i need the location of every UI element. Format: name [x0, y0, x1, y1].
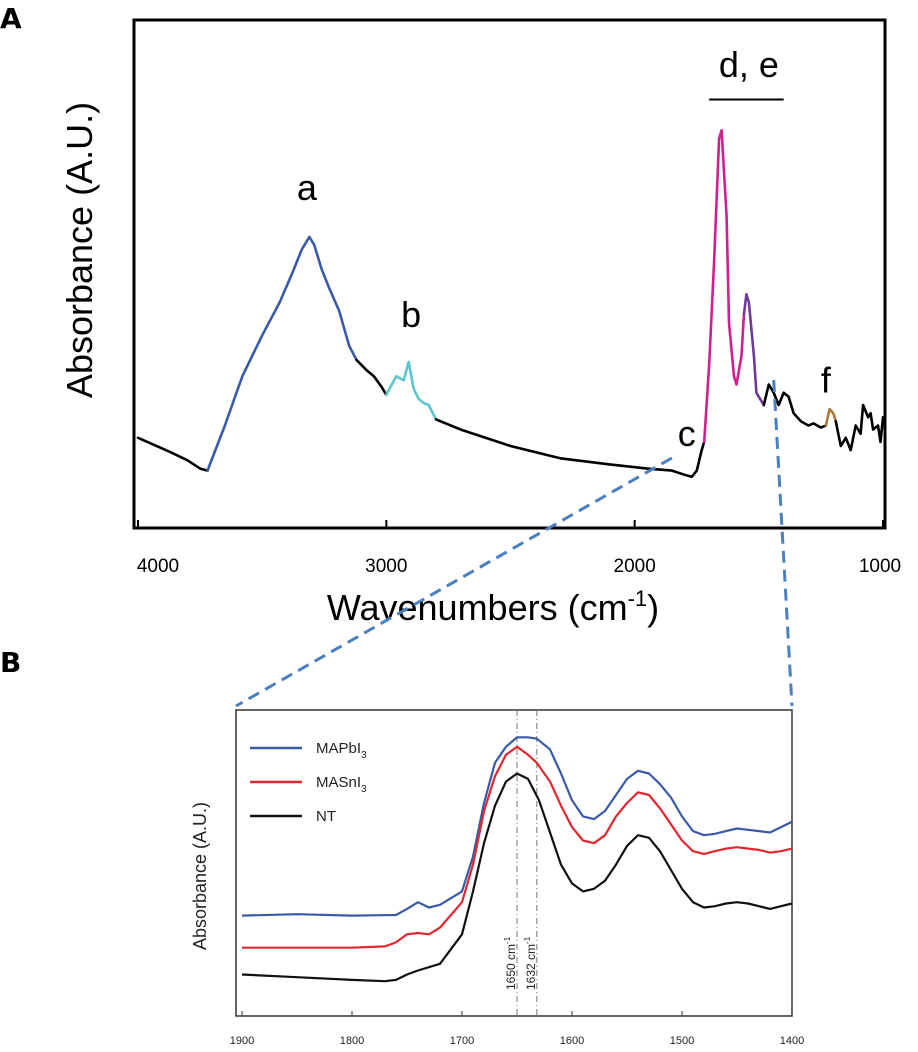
chart-a-peak-labels: a b c d, e f [297, 44, 832, 454]
chart-b-tick-label: 1900 [230, 1035, 254, 1047]
chart-b-reference-label: 1650 cm-1 [503, 936, 518, 990]
chart-b-legend-entry: MAPbI3 [316, 740, 367, 761]
chart-a-segment [434, 418, 706, 479]
chart-b-tick-label: 1600 [560, 1035, 584, 1047]
chart-a-peak-label: f [821, 360, 832, 401]
chart-b: 1650 cm-1 1632 cm-1 MAPbI3 MASnI3 NT 1900 18… [190, 709, 804, 1047]
panel-label-a: A [0, 2, 22, 35]
zoom-connectors [235, 379, 794, 708]
chart-a-segment [834, 403, 885, 452]
chart-b-x-ticks: 1900 1800 1700 1600 1500 1400 [230, 1011, 804, 1047]
chart-a-peak-label: b [401, 294, 421, 335]
chart-a-spectrum [136, 129, 885, 479]
chart-a-peak-label: a [297, 167, 318, 208]
chart-b-series-line [241, 772, 793, 983]
chart-b-tick-label: 1700 [450, 1035, 474, 1047]
chart-b-series [241, 736, 793, 983]
chart-b-tick-label: 1500 [670, 1035, 694, 1047]
chart-a-frame [132, 18, 887, 530]
zoom-connector-left [235, 456, 673, 708]
chart-a-peak-label: c [678, 413, 696, 454]
chart-b-series-line [241, 736, 793, 917]
chart-a: a b c d, e f 4000 3000 2000 1000 Absorbance (A.… [59, 18, 901, 628]
chart-a-peak-label: d, e [719, 44, 779, 85]
chart-a-segment [355, 358, 388, 397]
chart-a-tick-label: 2000 [614, 556, 656, 577]
zoom-connector-right [772, 379, 794, 707]
chart-b-legend-entry: MASnI3 [316, 774, 367, 795]
chart-b-legend: MAPbI3 MASnI3 NT [250, 740, 367, 825]
chart-b-frame [235, 709, 793, 1017]
chart-b-legend-entry: NT [316, 808, 336, 825]
chart-a-tick-label: 4000 [137, 556, 179, 577]
chart-a-segment [824, 407, 838, 427]
chart-a-segment [385, 360, 438, 421]
chart-a-tick-label: 1000 [859, 556, 901, 577]
chart-b-tick-label: 1400 [780, 1035, 804, 1047]
chart-a-x-ticks: 4000 3000 2000 1000 [137, 520, 901, 577]
chart-a-segment [702, 129, 746, 444]
chart-a-xlabel: Wavenumbers (cm-1) [327, 586, 659, 628]
chart-b-series-line [242, 745, 793, 949]
panel-label-b: B [0, 646, 21, 679]
chart-b-ylabel: Absorbance (A.U.) [190, 802, 210, 950]
chart-a-segment [742, 293, 766, 407]
chart-a-segment [136, 436, 209, 472]
chart-a-segment [206, 235, 358, 472]
chart-b-reference-lines: 1650 cm-1 1632 cm-1 [503, 710, 538, 1016]
chart-b-reference-label: 1632 cm-1 [523, 936, 538, 990]
chart-a-tick-label: 3000 [365, 556, 407, 577]
chart-a-ylabel: Absorbance (A.U.) [59, 102, 100, 398]
chart-b-tick-label: 1800 [340, 1035, 364, 1047]
